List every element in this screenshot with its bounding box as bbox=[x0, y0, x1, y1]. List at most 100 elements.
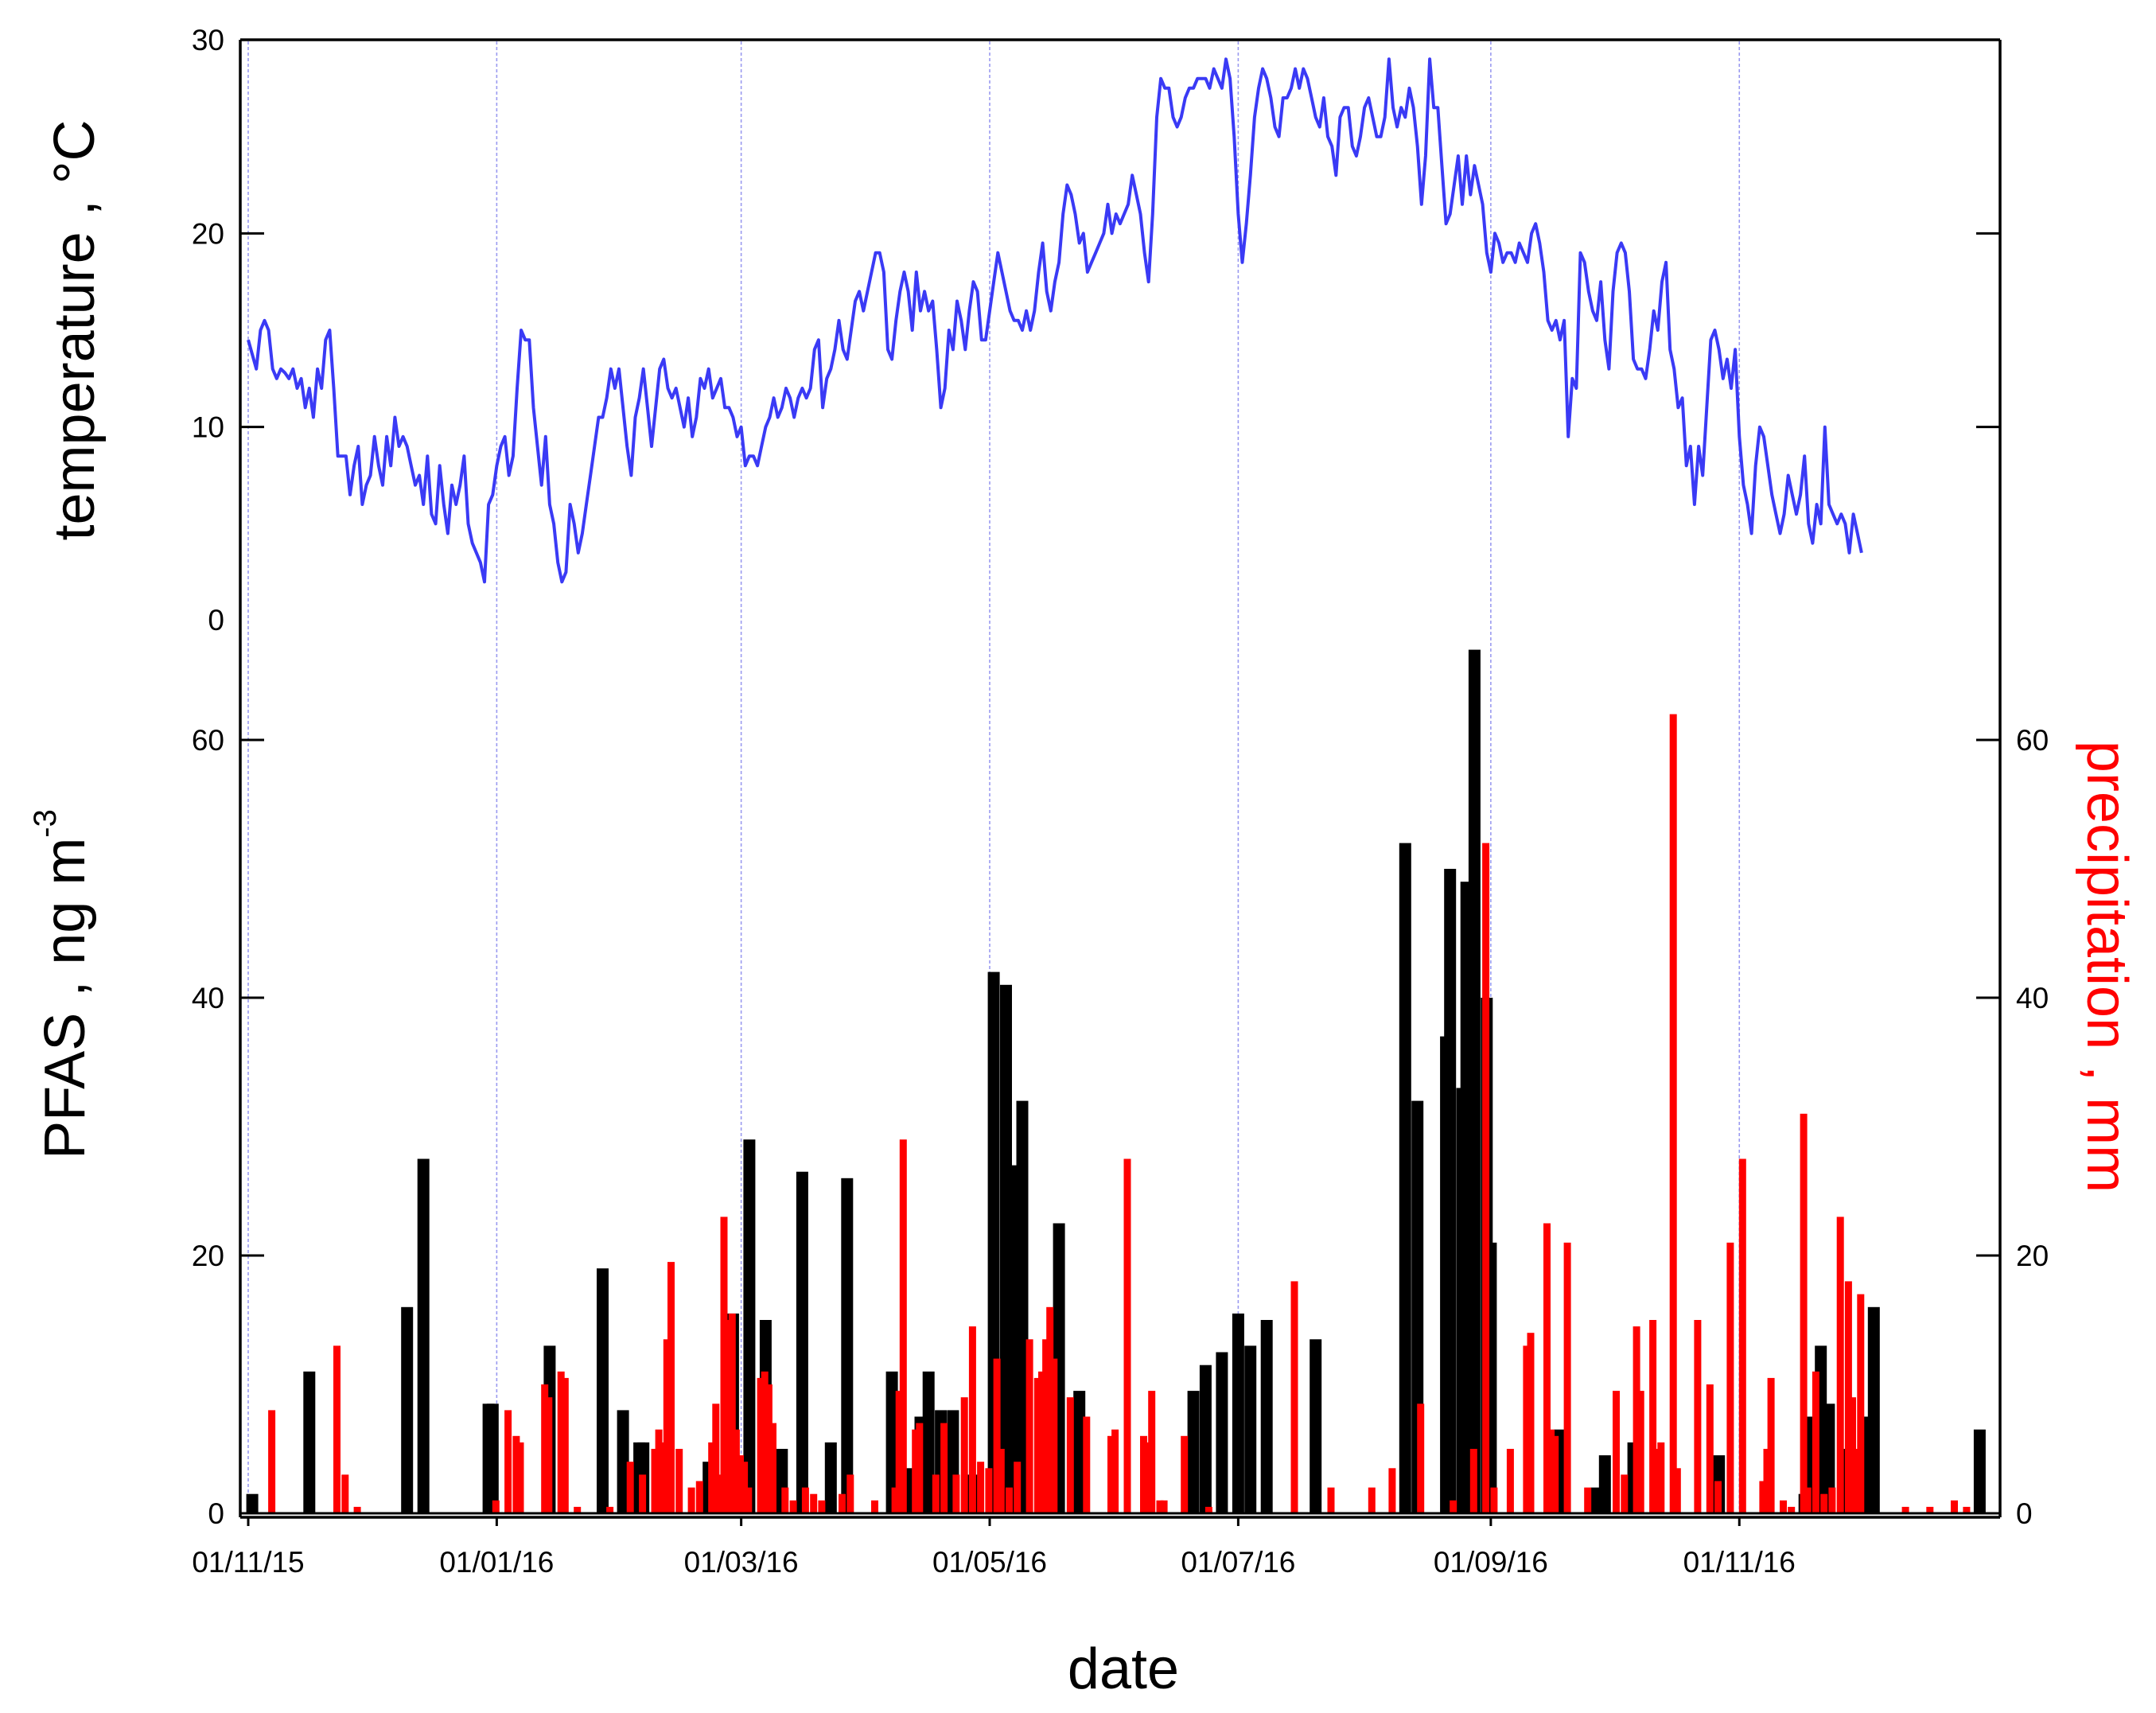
precipitation-bar bbox=[997, 1449, 1005, 1513]
temperature-series-line bbox=[247, 57, 1863, 584]
precipitation-bar bbox=[1657, 1442, 1665, 1513]
precipitation-bar bbox=[1066, 1397, 1074, 1513]
precipitation-bar bbox=[1901, 1506, 1909, 1513]
precipitation-tick-label: 60 bbox=[2016, 724, 2049, 757]
precipitation-bar bbox=[952, 1474, 960, 1513]
precipitation-bar bbox=[545, 1397, 553, 1513]
pfas-bar bbox=[824, 1442, 837, 1513]
date-axis-title: date bbox=[1068, 1637, 1179, 1701]
precipitation-bar bbox=[1033, 1377, 1041, 1513]
precipitation-bar bbox=[1804, 1487, 1812, 1513]
pfas-bar bbox=[1260, 1320, 1273, 1513]
pfas-precipitation-panel: 0 0 20 20 40 40 60 60 PFAS , ng m-3 precipitati… bbox=[28, 649, 2138, 1701]
precipitation-bar bbox=[1006, 1487, 1013, 1513]
precipitation-bar bbox=[1046, 1306, 1054, 1513]
precipitation-bar bbox=[1506, 1449, 1514, 1513]
precipitation-bar bbox=[916, 1423, 924, 1513]
precipitation-bar bbox=[504, 1410, 512, 1513]
temperature-panel: 0 10 20 30 temperature , °C bbox=[43, 24, 2000, 637]
precipitation-bar bbox=[720, 1217, 728, 1513]
precipitation-bar bbox=[1543, 1223, 1551, 1513]
precipitation-bar bbox=[626, 1462, 634, 1513]
pfas-bars bbox=[246, 649, 1986, 1513]
temperature-tick-label: 10 bbox=[192, 411, 224, 444]
date-tick-label: 01/11/16 bbox=[1683, 1546, 1796, 1579]
precipitation-bar bbox=[1111, 1429, 1119, 1513]
precipitation-bar bbox=[1836, 1217, 1844, 1513]
precipitation-bar bbox=[1144, 1442, 1152, 1513]
precipitation-bar bbox=[1788, 1506, 1796, 1513]
precipitation-bar bbox=[574, 1506, 582, 1513]
precipitation-bar bbox=[1181, 1435, 1189, 1513]
pfas-bar bbox=[1073, 1391, 1086, 1513]
pfas-bar bbox=[303, 1371, 316, 1513]
pfas-bar bbox=[1973, 1429, 1986, 1513]
precipitation-bar bbox=[1417, 1403, 1425, 1513]
precipitation-bar bbox=[1759, 1481, 1767, 1513]
precipitation-bar bbox=[1853, 1449, 1861, 1513]
precipitation-bar bbox=[1025, 1339, 1033, 1513]
precipitation-bar bbox=[1653, 1449, 1661, 1513]
precipitation-bar bbox=[333, 1345, 341, 1513]
pfas-bar bbox=[1399, 843, 1411, 1513]
precipitation-bar bbox=[1123, 1158, 1131, 1513]
pfas-tick-label: 60 bbox=[192, 724, 224, 757]
precipitation-bar bbox=[675, 1449, 683, 1513]
precipitation-bar bbox=[1820, 1493, 1828, 1513]
precipitation-bar bbox=[1204, 1506, 1212, 1513]
temperature-axis-title: temperature , °C bbox=[43, 120, 107, 541]
pfas-bar bbox=[1187, 1391, 1200, 1513]
precipitation-bar bbox=[932, 1474, 940, 1513]
precipitation-bar bbox=[353, 1506, 361, 1513]
date-axis-ticks: 01/11/15 01/01/16 01/03/16 01/05/16 01/07/16… bbox=[192, 1517, 1796, 1579]
precipitation-bar bbox=[1828, 1487, 1836, 1513]
pfas-bar bbox=[743, 1139, 756, 1513]
precipitation-bar bbox=[1694, 1320, 1702, 1513]
precipitation-bar bbox=[1963, 1506, 1971, 1513]
precipitation-bar bbox=[561, 1377, 569, 1513]
precipitation-bar bbox=[557, 1371, 565, 1513]
precipitation-bar bbox=[1849, 1397, 1856, 1513]
precipitation-bar bbox=[895, 1391, 903, 1513]
temperature-tick-label: 0 bbox=[208, 604, 224, 637]
precipitation-bar bbox=[977, 1462, 985, 1513]
precipitation-bar bbox=[1714, 1481, 1722, 1513]
pfas-bar bbox=[246, 1493, 259, 1513]
month-grid-lines bbox=[247, 41, 1741, 1512]
precipitation-bar bbox=[606, 1506, 614, 1513]
precipitation-bar bbox=[1649, 1320, 1657, 1513]
precipitation-bar bbox=[960, 1397, 968, 1513]
precipitation-bar bbox=[712, 1403, 720, 1513]
precipitation-bar bbox=[1523, 1345, 1531, 1513]
precipitation-bar bbox=[846, 1474, 854, 1513]
precipitation-bar bbox=[940, 1423, 948, 1513]
precipitation-bar bbox=[1140, 1435, 1147, 1513]
precipitation-bar bbox=[1633, 1326, 1640, 1513]
precipitation-bar bbox=[1951, 1500, 1958, 1513]
pfas-bar bbox=[417, 1158, 430, 1513]
precipitation-bar bbox=[1726, 1242, 1734, 1513]
precipitation-bar bbox=[492, 1500, 500, 1513]
pfas-bar bbox=[617, 1410, 629, 1513]
precipitation-bar bbox=[1584, 1487, 1592, 1513]
date-tick-label: 01/07/16 bbox=[1181, 1546, 1295, 1579]
temperature-tick-label: 20 bbox=[192, 217, 224, 250]
precipitation-bar bbox=[516, 1442, 524, 1513]
precipitation-bar bbox=[1156, 1500, 1164, 1513]
precipitation-bar bbox=[1042, 1339, 1050, 1513]
precipitation-bar bbox=[1636, 1391, 1644, 1513]
precipitation-bar bbox=[737, 1455, 744, 1513]
precipitation-bar bbox=[716, 1474, 724, 1513]
precipitation-tick-label: 20 bbox=[2016, 1240, 2049, 1272]
precipitation-tick-label: 40 bbox=[2016, 982, 2049, 1014]
pfas-axis-title-text: PFAS , ng m bbox=[33, 838, 97, 1159]
precipitation-bar bbox=[801, 1487, 809, 1513]
precipitation-bar bbox=[1368, 1487, 1376, 1513]
precipitation-bar bbox=[1857, 1294, 1865, 1513]
precipitation-bar bbox=[839, 1493, 846, 1513]
pfas-tick-label: 20 bbox=[192, 1240, 224, 1272]
precipitation-bar bbox=[765, 1384, 773, 1513]
precipitation-bar bbox=[541, 1384, 549, 1513]
precipitation-bar bbox=[757, 1377, 765, 1513]
precipitation-bar bbox=[810, 1493, 818, 1513]
